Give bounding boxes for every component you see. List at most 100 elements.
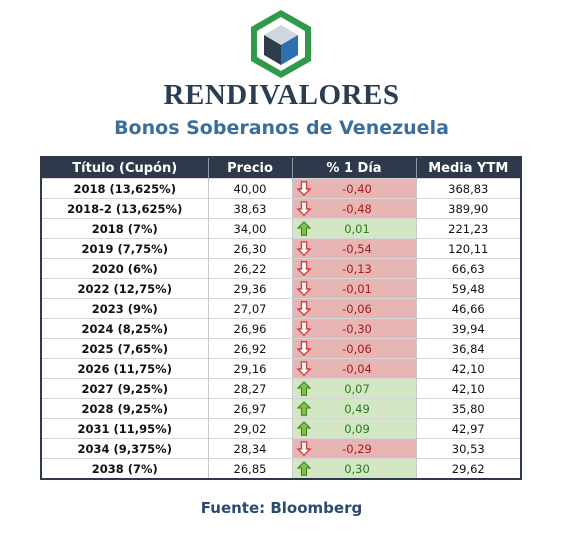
arrow-down-icon — [295, 301, 312, 317]
bond-change-cell: -0,13 — [292, 258, 417, 279]
bond-change-value: -0,54 — [342, 241, 372, 256]
bond-change-cell: 0,30 — [292, 458, 417, 479]
bond-price-cell: 27,07 — [208, 298, 293, 319]
table-row: 2018 (13,625%) 40,00 -0,40 368,83 — [41, 178, 522, 199]
bond-title-cell: 2038 (7%) — [41, 458, 209, 479]
bond-change-value: -0,13 — [342, 261, 372, 276]
bond-change-value: -0,30 — [342, 321, 372, 336]
bond-title-cell: 2018 (7%) — [41, 218, 209, 239]
column-header-price: Precio — [207, 157, 292, 179]
bond-change-cell: 0,07 — [292, 378, 417, 399]
rendivalores-logo-icon — [251, 10, 311, 78]
table-row: 2024 (8,25%) 26,96 -0,30 39,94 — [41, 318, 522, 339]
bond-ytm-cell: 221,23 — [416, 218, 522, 239]
bond-change-value: 0,30 — [344, 461, 370, 476]
table-row: 2019 (7,75%) 26,30 -0,54 120,11 — [41, 238, 522, 259]
arrow-up-icon — [296, 421, 311, 436]
bond-ytm-cell: 46,66 — [416, 298, 522, 319]
bond-title-cell: 2020 (6%) — [41, 258, 209, 279]
column-header-title: Título (Cupón) — [41, 157, 208, 179]
bond-price-cell: 26,85 — [208, 458, 293, 479]
bond-change-value: 0,07 — [344, 381, 370, 396]
arrow-down-icon — [295, 441, 312, 457]
bond-change-value: 0,01 — [344, 221, 370, 236]
arrow-up-icon — [296, 381, 311, 396]
bond-price-cell: 28,27 — [208, 378, 293, 399]
bond-title-cell: 2028 (9,25%) — [41, 398, 209, 419]
arrow-down-icon — [295, 201, 312, 217]
bond-change-cell: -0,40 — [292, 178, 417, 199]
table-row: 2020 (6%) 26,22 -0,13 66,63 — [41, 258, 522, 279]
table-row: 2025 (7,65%) 26,92 -0,06 36,84 — [41, 338, 522, 359]
arrow-down-icon — [295, 181, 312, 197]
bond-title-cell: 2026 (11,75%) — [41, 358, 209, 379]
bond-ytm-cell: 42,97 — [416, 418, 522, 439]
arrow-down-icon — [295, 281, 312, 297]
bond-ytm-cell: 35,80 — [416, 398, 522, 419]
bond-price-cell: 26,92 — [208, 338, 293, 359]
bond-change-cell: -0,48 — [292, 198, 417, 219]
bond-title-cell: 2034 (9,375%) — [41, 438, 209, 459]
bond-ytm-cell: 66,63 — [416, 258, 522, 279]
page-title: Bonos Soberanos de Venezuela — [114, 117, 449, 139]
bond-change-value: -0,48 — [342, 201, 372, 216]
table-row: 2018 (7%) 34,00 0,01 221,23 — [41, 218, 522, 239]
bond-change-cell: -0,04 — [292, 358, 417, 379]
arrow-down-icon — [295, 261, 312, 277]
bond-title-cell: 2031 (11,95%) — [41, 418, 209, 439]
bond-title-cell: 2022 (12,75%) — [41, 278, 209, 299]
bond-ytm-cell: 30,53 — [416, 438, 522, 459]
bond-price-cell: 28,34 — [208, 438, 293, 459]
table-row: 2018-2 (13,625%) 38,63 -0,48 389,90 — [41, 198, 522, 219]
bond-title-cell: 2018 (13,625%) — [41, 178, 209, 199]
bond-ytm-cell: 42,10 — [416, 378, 522, 399]
column-header-ytm: Media YTM — [415, 157, 521, 179]
bonds-table: Título (Cupón) Precio % 1 Día Media YTM … — [40, 156, 522, 480]
bond-change-cell: -0,01 — [292, 278, 417, 299]
bond-title-cell: 2025 (7,65%) — [41, 338, 209, 359]
bond-change-cell: -0,06 — [292, 298, 417, 319]
column-header-change: % 1 Día — [291, 157, 416, 179]
bond-change-value: -0,06 — [342, 301, 372, 316]
bond-ytm-cell: 29,62 — [416, 458, 522, 479]
table-row: 2023 (9%) 27,07 -0,06 46,66 — [41, 298, 522, 319]
bond-change-value: -0,06 — [342, 341, 372, 356]
bond-price-cell: 29,16 — [208, 358, 293, 379]
bond-change-value: 0,09 — [344, 421, 370, 436]
bond-ytm-cell: 42,10 — [416, 358, 522, 379]
source-note: Fuente: Bloomberg — [200, 499, 363, 517]
bond-ytm-cell: 59,48 — [416, 278, 522, 299]
bond-change-value: -0,29 — [342, 441, 372, 456]
bond-title-cell: 2018-2 (13,625%) — [41, 198, 209, 219]
bond-change-value: -0,01 — [342, 281, 372, 296]
bond-change-cell: 0,01 — [292, 218, 417, 239]
bond-price-cell: 29,36 — [208, 278, 293, 299]
bond-change-cell: -0,54 — [292, 238, 417, 259]
bond-price-cell: 26,30 — [208, 238, 293, 259]
table-row: 2028 (9,25%) 26,97 0,49 35,80 — [41, 398, 522, 419]
bond-title-cell: 2023 (9%) — [41, 298, 209, 319]
bond-price-cell: 38,63 — [208, 198, 293, 219]
arrow-down-icon — [295, 241, 312, 257]
arrow-up-icon — [296, 221, 311, 236]
bond-change-value: -0,40 — [342, 181, 372, 196]
bond-title-cell: 2027 (9,25%) — [41, 378, 209, 399]
bond-price-cell: 40,00 — [208, 178, 293, 199]
bond-change-cell: -0,29 — [292, 438, 417, 459]
table-row: 2038 (7%) 26,85 0,30 29,62 — [41, 458, 522, 479]
bond-ytm-cell: 39,94 — [416, 318, 522, 339]
bond-change-cell: -0,06 — [292, 338, 417, 359]
bond-change-value: -0,04 — [342, 361, 372, 376]
bond-change-value: 0,49 — [344, 401, 370, 416]
bond-ytm-cell: 36,84 — [416, 338, 522, 359]
table-row: 2034 (9,375%) 28,34 -0,29 30,53 — [41, 438, 522, 459]
table-row: 2022 (12,75%) 29,36 -0,01 59,48 — [41, 278, 522, 299]
bond-title-cell: 2019 (7,75%) — [41, 238, 209, 259]
arrow-down-icon — [295, 361, 312, 377]
bond-price-cell: 34,00 — [208, 218, 293, 239]
bond-change-cell: 0,09 — [292, 418, 417, 439]
bond-ytm-cell: 120,11 — [416, 238, 522, 259]
bond-ytm-cell: 368,83 — [416, 178, 522, 199]
table-row: 2031 (11,95%) 29,02 0,09 42,97 — [41, 418, 522, 439]
arrow-up-icon — [296, 401, 311, 416]
